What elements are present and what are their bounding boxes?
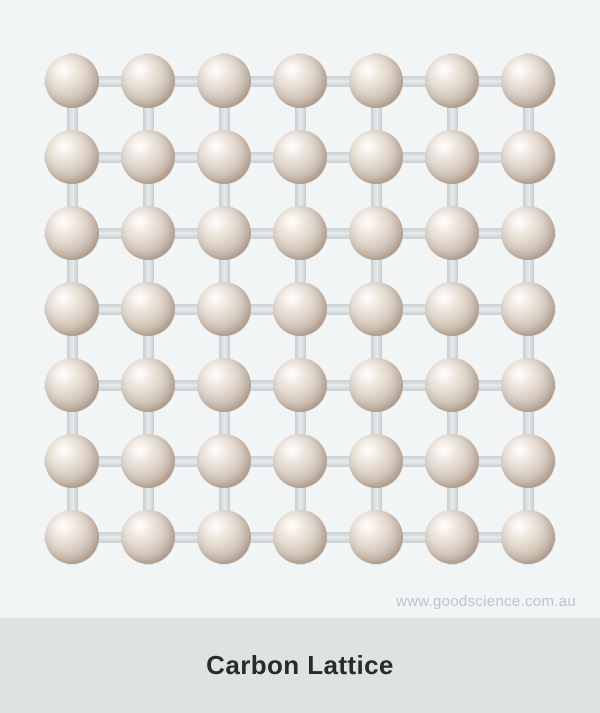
lattice-atom — [197, 510, 251, 564]
watermark-text: www.goodscience.com.au — [396, 593, 576, 610]
lattice-atom — [197, 206, 251, 260]
lattice-atom — [349, 206, 403, 260]
lattice-atom — [501, 434, 555, 488]
lattice-atom — [349, 510, 403, 564]
lattice-atom — [197, 358, 251, 412]
caption-area: Carbon Lattice — [0, 618, 600, 713]
lattice-atom — [349, 358, 403, 412]
lattice-atom — [197, 54, 251, 108]
lattice-atom — [273, 54, 327, 108]
lattice-atom — [425, 434, 479, 488]
lattice-atom — [349, 130, 403, 184]
lattice-atom — [273, 130, 327, 184]
lattice-atom — [121, 510, 175, 564]
lattice-atom — [501, 54, 555, 108]
lattice-atom — [501, 282, 555, 336]
lattice-atom — [501, 358, 555, 412]
lattice-atom — [121, 358, 175, 412]
lattice-atom — [501, 206, 555, 260]
lattice-atom — [425, 510, 479, 564]
lattice-atom — [45, 434, 99, 488]
lattice-atom — [425, 358, 479, 412]
lattice-atom — [121, 54, 175, 108]
lattice-atom — [121, 282, 175, 336]
lattice-atom — [273, 206, 327, 260]
lattice-atom — [501, 510, 555, 564]
lattice-atom — [501, 130, 555, 184]
lattice-atom — [425, 130, 479, 184]
lattice-atom — [273, 510, 327, 564]
lattice-atom — [121, 434, 175, 488]
lattice-atom — [121, 206, 175, 260]
caption-label: Carbon Lattice — [206, 650, 394, 681]
lattice-atom — [45, 358, 99, 412]
lattice-atom — [121, 130, 175, 184]
diagram-area: www.goodscience.com.au — [0, 0, 600, 618]
lattice-atom — [45, 130, 99, 184]
lattice-atom — [273, 434, 327, 488]
lattice-atom — [349, 434, 403, 488]
lattice-container — [30, 39, 570, 579]
lattice-atom — [197, 434, 251, 488]
lattice-atom — [349, 54, 403, 108]
lattice-atom — [45, 510, 99, 564]
lattice-atom — [45, 54, 99, 108]
lattice-atom — [45, 282, 99, 336]
lattice-atom — [273, 358, 327, 412]
lattice-atom — [273, 282, 327, 336]
lattice-atom — [425, 206, 479, 260]
lattice-atom — [197, 282, 251, 336]
lattice-atom — [425, 54, 479, 108]
lattice-atom — [425, 282, 479, 336]
lattice-atom — [197, 130, 251, 184]
lattice-atom — [349, 282, 403, 336]
lattice-atom — [45, 206, 99, 260]
